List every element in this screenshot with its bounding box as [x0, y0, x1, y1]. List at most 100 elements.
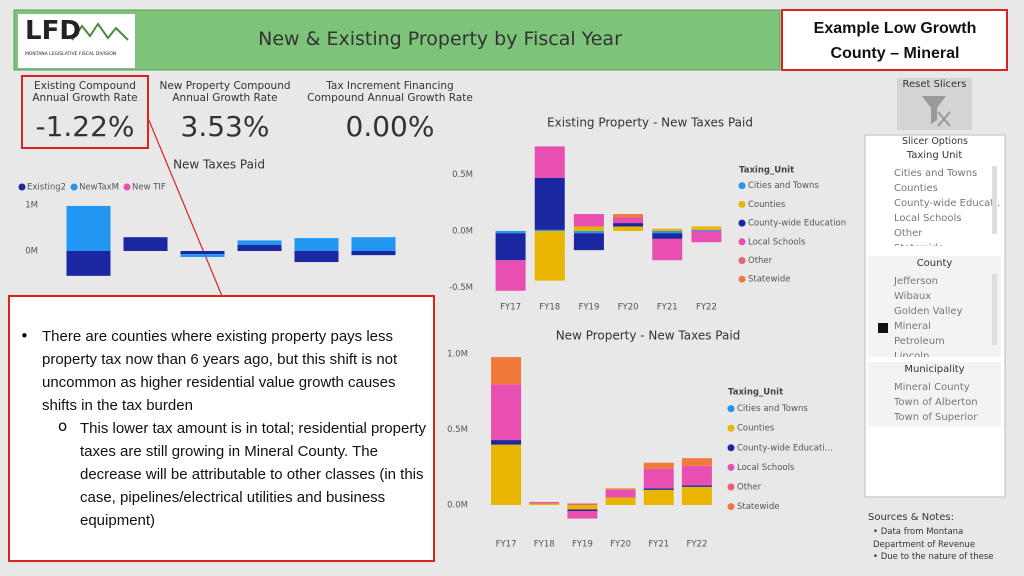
filter-icon: [922, 96, 946, 124]
slicer-title: Municipality: [904, 364, 965, 375]
bar-segment: [534, 230, 565, 281]
reset-label[interactable]: Reset Slicers: [902, 79, 967, 90]
bar-segment: [567, 509, 598, 512]
y-tick-label: 0.0M: [447, 500, 468, 510]
legend-dot: [727, 405, 735, 413]
note: • Due to the nature of these: [873, 552, 994, 562]
bar-segment: [691, 230, 722, 243]
x-tick-label: FY17: [496, 540, 517, 550]
chart-title: Existing Property - New Taxes Paid: [547, 116, 753, 130]
slicer-item[interactable]: Statewide: [868, 243, 1001, 246]
bar-segment: [495, 233, 526, 261]
x-tick-label: FY19: [572, 540, 593, 550]
legend-dot: [738, 275, 746, 283]
slicer-item[interactable]: Wibaux: [868, 291, 1001, 306]
slicer-item[interactable]: Petroleum: [868, 336, 1001, 351]
legend-label: Statewide: [748, 275, 790, 285]
bar-segment: [180, 251, 225, 255]
slicer-item[interactable]: Counties: [868, 183, 1001, 198]
bar-segment: [643, 488, 674, 490]
slicer-title: County: [916, 258, 953, 269]
legend-label: County-wide Educati...: [737, 443, 833, 453]
bar-segment: [652, 230, 683, 234]
slicer-item-label: Mineral: [894, 321, 931, 332]
bar-segment: [491, 384, 522, 441]
legend-label: Cities and Towns: [748, 181, 819, 191]
logo-subtext: MONTANA LEGISLATIVE FISCAL DIVISION: [25, 52, 117, 57]
bar-segment: [491, 444, 522, 505]
scrollbar: [992, 166, 997, 234]
bar-segment: [495, 230, 526, 234]
legend-dot: [738, 238, 746, 246]
bar-segment: [652, 228, 683, 231]
kpi-label: New Property Compound Annual Growth Rate: [159, 80, 291, 104]
slicer-item[interactable]: Golden Valley: [868, 306, 1001, 321]
bar-segment: [237, 240, 282, 246]
legend-dot: [727, 503, 735, 511]
header-title: New & Existing Property by Fiscal Year: [258, 28, 622, 50]
slicer-item[interactable]: Cities and Towns: [868, 168, 1001, 183]
bar-segment: [534, 177, 565, 230]
bar-segment: [294, 251, 339, 263]
legend-label: Other: [748, 256, 773, 266]
slicer-item[interactable]: Lincoln: [868, 351, 1001, 357]
bar-segment: [66, 251, 111, 276]
x-tick-label: FY22: [686, 540, 707, 550]
bar-segment: [237, 245, 282, 251]
legend-dot: [727, 463, 735, 471]
bar-segment: [573, 226, 604, 231]
bar-segment: [294, 238, 339, 251]
slicer-item-label: Town of Alberton: [894, 397, 978, 408]
legend-label: New TIF: [132, 183, 166, 193]
legend-label: Counties: [748, 200, 786, 210]
notes-list: • Data from Montana Department of Revenu…: [873, 526, 998, 566]
x-tick-label: FY20: [610, 540, 631, 550]
note-text: Due to the nature of these: [880, 552, 994, 562]
kpi-highlight: [21, 75, 149, 149]
kpi-value: -1.22%: [35, 110, 135, 143]
slicer-group: Municipality Mineral County Town of Albert…: [868, 362, 1001, 427]
bar-segment: [613, 226, 644, 231]
slicer-item[interactable]: Jefferson: [868, 276, 1001, 291]
slicer-item[interactable]: Mineral County: [868, 382, 1001, 397]
slicer-item[interactable]: Other: [868, 228, 1001, 243]
bar-segment: [529, 503, 560, 505]
legend-label: Statewide: [737, 502, 779, 512]
kpi-value: 3.53%: [180, 110, 270, 143]
clear-icon: [937, 111, 951, 127]
bar-segment: [643, 468, 674, 489]
slicer-item-label: Statewide: [894, 243, 944, 246]
slicer-item[interactable]: County-wide Educati...: [868, 198, 1001, 213]
legend-dot: [738, 182, 746, 190]
slicer-item[interactable]: Town of Superior: [868, 412, 1001, 427]
slicer-item-label: Golden Valley: [894, 306, 963, 317]
slicer-item[interactable]: Town of Alberton: [868, 397, 1001, 412]
legend-label: Local Schools: [737, 463, 795, 473]
legend-label: Cities and Towns: [737, 404, 808, 414]
bar-segment: [605, 497, 636, 505]
bar-segment: [573, 233, 604, 251]
bar-segment: [495, 260, 526, 291]
bar-segment: [681, 458, 712, 466]
legend-dot: [727, 444, 735, 452]
bar-segment: [691, 226, 722, 230]
bar-segment: [613, 223, 644, 227]
slicer-group: County Jefferson Wibaux Golden Valley Minera…: [868, 256, 1001, 357]
legend-label: Counties: [737, 424, 775, 434]
header-bar: [13, 9, 781, 71]
slicer-title: Taxing Unit: [906, 150, 963, 161]
x-tick-label: FY17: [500, 303, 521, 313]
legend-dot: [18, 183, 26, 191]
bar-segment: [652, 238, 683, 261]
scrollbar: [992, 274, 997, 345]
slicer-item[interactable]: Mineral: [868, 321, 1001, 336]
note: • Data from Montana Department of Revenu…: [873, 527, 976, 550]
legend-label: Local Schools: [748, 237, 806, 247]
slicer-item[interactable]: Local Schools: [868, 213, 1001, 228]
legend-dot: [727, 483, 735, 491]
y-tick-label: 0.5M: [447, 425, 468, 435]
y-tick-label: 1M: [25, 201, 38, 211]
bar-segment: [351, 237, 396, 251]
chart-title: New Taxes Paid: [173, 158, 265, 172]
kpi-value: 0.00%: [345, 110, 435, 143]
